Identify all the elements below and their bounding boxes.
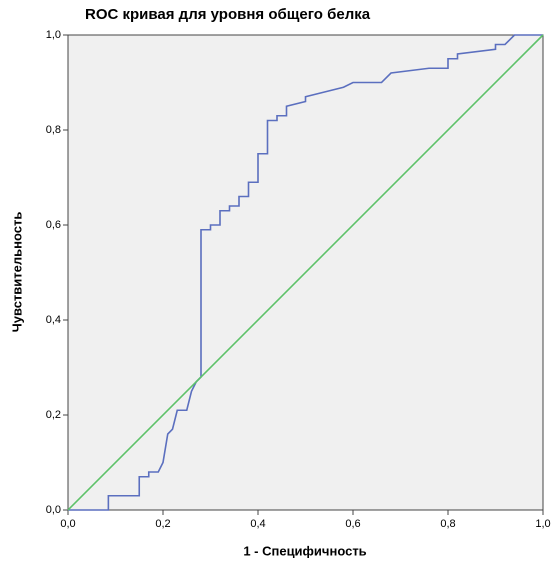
y-tick-label: 0,6 <box>46 219 61 231</box>
x-axis-label: 1 - Специфичность <box>243 543 366 558</box>
x-tick-label: 1,0 <box>535 518 550 530</box>
y-tick-label: 0,4 <box>46 314 61 326</box>
x-tick-label: 0,0 <box>60 518 75 530</box>
x-tick-label: 0,2 <box>155 518 170 530</box>
x-tick-label: 0,8 <box>440 518 455 530</box>
roc-line <box>67 34 544 511</box>
y-axis-label: Чувствительность <box>9 212 24 333</box>
x-tick-label: 0,4 <box>250 518 265 530</box>
y-tick-label: 0,0 <box>46 504 61 516</box>
y-tick-label: 0,2 <box>46 409 61 421</box>
y-tick-label: 0,8 <box>46 124 61 136</box>
roc-line <box>68 34 543 511</box>
chart-title: ROC кривая для уровня общего белка <box>85 6 371 23</box>
x-tick-label: 0,6 <box>345 518 360 530</box>
y-tick-label: 1,0 <box>46 29 61 41</box>
